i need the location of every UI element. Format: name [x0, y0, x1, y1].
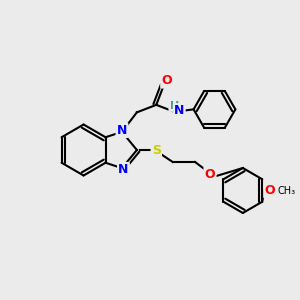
Text: O: O — [161, 74, 172, 87]
Text: N: N — [174, 104, 184, 117]
Text: O: O — [264, 184, 275, 197]
Text: S: S — [152, 143, 161, 157]
Text: N: N — [118, 163, 129, 176]
Text: N: N — [117, 124, 127, 137]
Text: O: O — [205, 167, 215, 181]
Text: H: H — [169, 101, 179, 111]
Text: CH₃: CH₃ — [277, 185, 295, 196]
